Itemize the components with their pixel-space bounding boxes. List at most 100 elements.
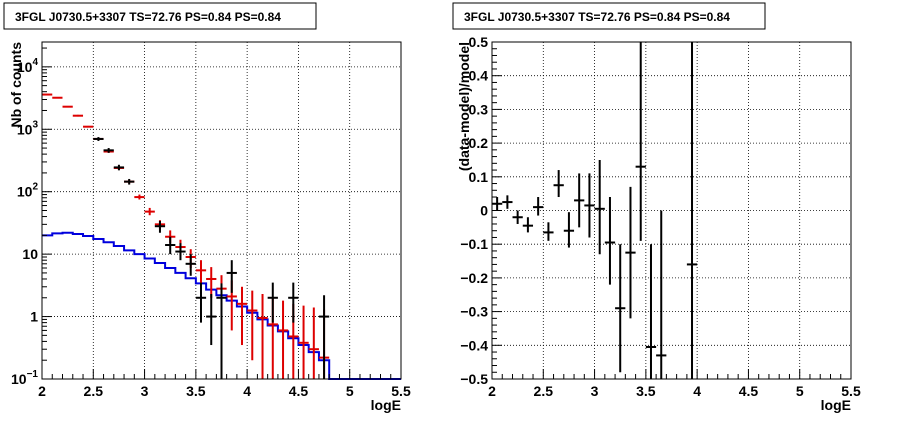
left-x-axis: 2 2.5 3 3.5 4 4.5 5 5.5 — [38, 369, 411, 399]
x-tick-label: 5 — [796, 383, 804, 399]
y-tick-label: 103 — [17, 119, 39, 137]
right-residual-points — [492, 42, 698, 379]
y-tick-label: 0.1 — [469, 169, 489, 185]
right-title: 3FGL J0730.5+3307 TS=72.76 PS=0.84 PS=0.… — [464, 10, 730, 24]
y-tick-label: 1 — [30, 309, 38, 325]
model-point — [42, 93, 53, 96]
model-point — [83, 125, 94, 128]
right-y-label: (data-model)/model — [456, 42, 472, 171]
x-tick-label: 5.5 — [391, 383, 411, 399]
x-tick-label: 5 — [346, 383, 354, 399]
model-point — [236, 286, 248, 346]
x-tick-label: 2 — [488, 383, 496, 399]
right-title-box — [452, 2, 766, 30]
y-tick-label: 0.2 — [469, 135, 489, 151]
y-tick-label: 0 — [480, 203, 488, 219]
model-point — [277, 300, 289, 379]
data-point — [103, 148, 114, 153]
residual-point — [625, 186, 636, 319]
model-point — [72, 114, 84, 117]
residual-point — [522, 217, 534, 233]
residual-point — [574, 173, 585, 228]
residual-point — [645, 244, 657, 379]
x-tick-label: 3.5 — [186, 383, 206, 399]
y-tick-label: −0.5 — [460, 371, 488, 387]
y-tick-label: 0.4 — [469, 68, 489, 84]
data-point — [216, 283, 227, 379]
residual-point — [635, 42, 646, 241]
left-pad: 3FGL J0730.5+3307 TS=72.76 PS=0.84 PS=0.… — [3, 2, 411, 413]
model-point — [134, 194, 145, 200]
y-tick-label: −0.2 — [460, 270, 488, 286]
data-point — [226, 260, 237, 293]
left-data-points — [93, 137, 330, 379]
x-tick-label: 4.5 — [739, 383, 759, 399]
data-point — [93, 137, 104, 141]
model-point — [247, 290, 258, 361]
y-tick-label: 102 — [17, 182, 39, 200]
x-tick-label: 5.5 — [841, 383, 861, 399]
left-title: 3FGL J0730.5+3307 TS=72.76 PS=0.84 PS=0.… — [15, 10, 281, 24]
model-point — [144, 207, 155, 216]
residual-point — [512, 210, 523, 224]
model-point — [62, 105, 73, 108]
residual-point — [656, 210, 667, 379]
y-tick-label: 0.3 — [469, 101, 489, 117]
residual-point — [563, 212, 575, 248]
data-point — [288, 282, 299, 323]
residual-point — [594, 159, 605, 255]
left-x-label: logE — [371, 397, 401, 413]
left-title-box — [3, 2, 317, 30]
model-point — [52, 96, 63, 99]
right-pad: 3FGL J0730.5+3307 TS=72.76 PS=0.84 PS=0.… — [452, 2, 861, 413]
residual-point — [553, 170, 564, 198]
x-tick-label: 3 — [591, 383, 599, 399]
model-point — [206, 267, 217, 298]
left-y-axis: 10−1 1 10 102 103 104 — [11, 47, 52, 387]
residual-point — [502, 195, 513, 209]
x-tick-label: 3 — [141, 383, 149, 399]
residual-point — [584, 173, 595, 238]
right-x-axis: 2 2.5 3 3.5 4 4.5 5 5.5 — [488, 369, 861, 399]
data-point — [267, 282, 278, 323]
data-point — [318, 295, 330, 379]
data-point — [206, 293, 217, 346]
residual-point — [686, 42, 698, 379]
residual-point — [533, 197, 544, 216]
data-point — [195, 282, 207, 323]
data-point — [175, 243, 186, 261]
right-x-label: logE — [821, 397, 851, 413]
residual-point — [604, 197, 616, 285]
model-point — [298, 305, 309, 379]
y-tick-label: −0.4 — [460, 337, 488, 353]
left-y-label: Nb of counts — [8, 42, 24, 128]
data-point — [185, 254, 196, 276]
right-plot-frame — [491, 41, 852, 380]
model-point — [308, 307, 319, 379]
y-tick-label: 104 — [17, 57, 39, 75]
data-point — [113, 164, 125, 171]
y-tick-label: 0.5 — [469, 34, 489, 50]
residual-point — [543, 222, 554, 241]
residual-point — [615, 244, 626, 373]
x-tick-label: 4 — [243, 383, 251, 399]
model-point — [195, 260, 207, 286]
x-tick-label: 4 — [693, 383, 701, 399]
data-point — [124, 178, 135, 185]
left-grid — [42, 42, 401, 379]
right-y-axis: −0.5 −0.4 −0.3 −0.2 −0.1 0 0.1 0.2 0.3 0.4 0.5 — [460, 34, 502, 387]
y-tick-label: 10 — [22, 246, 38, 262]
x-tick-label: 2.5 — [84, 383, 104, 399]
y-tick-label: −0.1 — [460, 236, 488, 252]
y-tick-label: 10−1 — [11, 369, 38, 387]
x-tick-label: 3.5 — [636, 383, 656, 399]
data-point — [165, 236, 176, 255]
x-tick-label: 2.5 — [534, 383, 554, 399]
right-grid — [492, 42, 851, 379]
model-point — [257, 293, 268, 379]
data-point — [154, 220, 166, 233]
x-tick-label: 4.5 — [289, 383, 309, 399]
y-tick-label: −0.3 — [460, 304, 488, 320]
x-tick-label: 2 — [38, 383, 46, 399]
